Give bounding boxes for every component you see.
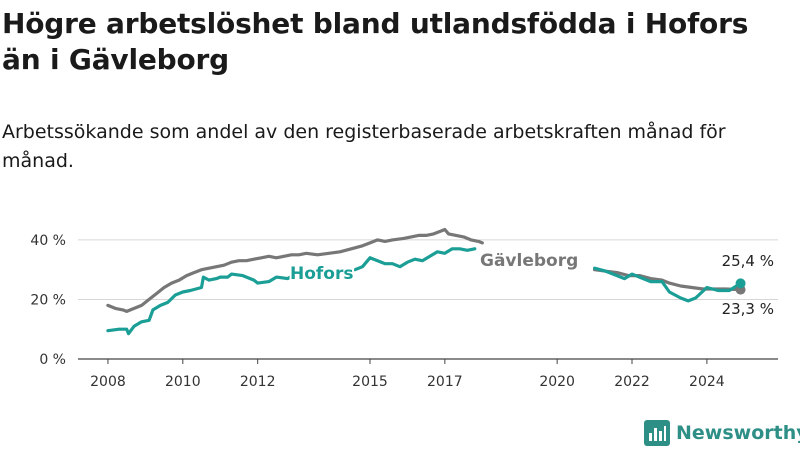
bar-chart-logo-icon (644, 420, 670, 446)
hofors-line (593, 266, 743, 303)
x-tick-label: 2024 (689, 374, 725, 390)
gavleborg-line (593, 268, 743, 292)
newsworthy-logo: Newsworthy (644, 419, 800, 447)
y-tick-label: 0 % (39, 352, 66, 368)
x-tick-label: 2015 (352, 374, 388, 390)
x-tick-label: 2017 (427, 374, 463, 390)
y-tick-label: 20 % (30, 292, 66, 308)
chart-title: Högre arbetslöshet bland utlandsfödda i … (2, 7, 749, 76)
chart-series (106, 227, 746, 336)
hofors-series-label: Hofors (290, 264, 353, 284)
brand-name: Newsworthy (676, 422, 800, 444)
x-tick-label: 2020 (539, 374, 575, 390)
chart-labels: Hofors Gävleborg 25,4 % 23,3 % (288, 249, 774, 319)
hofors-end-point (735, 278, 746, 289)
hofors-end-label: 25,4 % (722, 252, 774, 270)
gavleborg-series-label: Gävleborg (480, 251, 578, 271)
chart-subtitle: Arbetssökande som andel av den registerb… (2, 121, 726, 172)
x-tick-label: 2022 (614, 374, 650, 390)
y-tick-label: 40 % (30, 233, 66, 249)
x-tick-label: 2008 (90, 374, 126, 390)
gavleborg-end-label: 23,3 % (722, 300, 774, 318)
chart-grid: 0 % 20 % 40 % 2008 2010 2012 2015 2017 2020 2022 2… (30, 233, 778, 390)
x-tick-label: 2010 (165, 374, 201, 390)
x-tick-label: 2012 (240, 374, 276, 390)
gavleborg-line (106, 227, 484, 313)
hofors-line (353, 247, 477, 272)
hofors-line (106, 271, 305, 336)
